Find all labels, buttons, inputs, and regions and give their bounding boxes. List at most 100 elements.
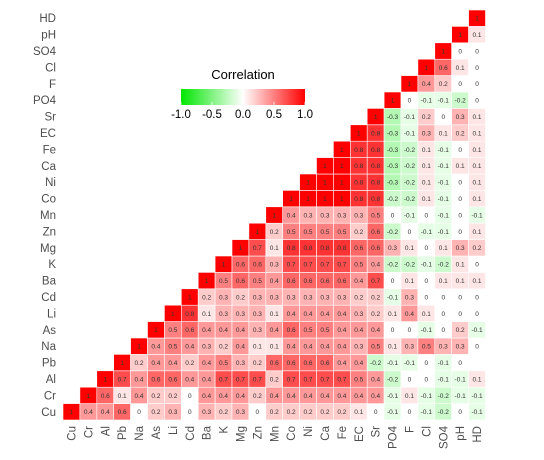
cell-value-label: 0.7 — [253, 245, 262, 252]
cell-value-label: -0.1 — [455, 393, 467, 400]
cell-value-label: -0.1 — [404, 114, 416, 121]
cell-value-label: 0.1 — [405, 278, 414, 285]
legend-tick-label: 0.5 — [266, 109, 282, 121]
cell-value-label: 1 — [425, 65, 429, 72]
cell-value-label: -0.1 — [421, 229, 433, 236]
cell-value-label: 0.1 — [473, 278, 482, 285]
cell-value-label: 0.1 — [422, 163, 431, 170]
cell-value-label: -0.2 — [370, 360, 382, 367]
cell-value-label: 0.4 — [304, 311, 313, 318]
cell-value-label: 0.2 — [135, 360, 144, 367]
cell-value-label: 0.4 — [236, 393, 245, 400]
y-tick-label: F — [49, 79, 56, 91]
y-tick-label: Cd — [41, 292, 56, 304]
cell-value-label: 0.6 — [337, 278, 346, 285]
cell-value-label: 0.3 — [304, 212, 313, 219]
cell-value-label: 1 — [188, 294, 192, 301]
y-tick-label: EC — [40, 128, 56, 140]
cell-value-label: 0.5 — [219, 360, 228, 367]
cell-value-label: -0.2 — [438, 393, 450, 400]
cell-value-label: 0.6 — [354, 245, 363, 252]
cell-value-label: 0.4 — [371, 376, 380, 383]
cell-value-label: 0.6 — [371, 245, 380, 252]
cell-value-label: -0.2 — [387, 229, 399, 236]
cell-value-label: -0.1 — [438, 147, 450, 154]
cell-value-label: 0 — [458, 409, 462, 416]
cell-value-label: 1 — [408, 81, 412, 88]
cell-value-label: 1 — [103, 376, 107, 383]
cell-value-label: 0.1 — [118, 393, 127, 400]
cell-value-label: 0 — [458, 180, 462, 187]
cell-value-label: 0.4 — [354, 393, 363, 400]
cell-value-label: 0.1 — [473, 32, 482, 39]
cell-value-label: 0.4 — [287, 311, 296, 318]
cell-value-label: 0.5 — [371, 344, 380, 351]
cell-value-label: 0.5 — [354, 262, 363, 269]
cell-value-label: 0 — [391, 212, 395, 219]
x-tick-label: As — [151, 426, 163, 440]
cell-value-label: 1 — [239, 245, 243, 252]
cell-value-label: 0.1 — [422, 311, 431, 318]
x-tick-label: Mg — [235, 426, 247, 442]
cell-value-label: -0.1 — [471, 212, 483, 219]
legend: Correlation -1.0 -0.5 0.0 0.5 1.0 — [171, 67, 313, 121]
cell-value-label: 0.2 — [304, 409, 313, 416]
cell-value-label: -0.1 — [421, 327, 433, 334]
cell-value-label: 0 — [475, 48, 479, 55]
cell-value-label: 1 — [256, 229, 260, 236]
cell-value-label: 0 — [458, 311, 462, 318]
x-tick-label: Ca — [320, 425, 332, 440]
cell-value-label: 0 — [475, 262, 479, 269]
cell-value-label: -0.1 — [421, 98, 433, 105]
cell-value-label: -0.1 — [471, 393, 483, 400]
y-tick-label: Cu — [41, 407, 56, 419]
cell-value-label: 0.5 — [320, 327, 329, 334]
cell-value-label: 0.1 — [270, 245, 279, 252]
cell-value-label: -0.2 — [404, 163, 416, 170]
x-tick-label: Pb — [117, 426, 129, 440]
cell-value-label: 0.4 — [219, 327, 228, 334]
cell-value-label: 0.2 — [236, 294, 245, 301]
cell-value-label: 0.3 — [439, 344, 448, 351]
cell-value-label: 0.2 — [371, 311, 380, 318]
cell-value-label: 0.4 — [337, 393, 346, 400]
cell-value-label: 0 — [441, 294, 445, 301]
cell-value-label: -0.2 — [387, 196, 399, 203]
cell-value-label: -0.1 — [387, 360, 399, 367]
cell-value-label: 0.4 — [287, 212, 296, 219]
cell-value-label: 0.3 — [270, 294, 279, 301]
cell-value-label: 0.1 — [422, 196, 431, 203]
cell-value-label: 0.3 — [456, 245, 465, 252]
cell-value-label: -0.3 — [387, 114, 399, 121]
cell-value-label: 0.8 — [354, 196, 363, 203]
cell-value-label: -0.1 — [387, 409, 399, 416]
cell-value-label: 0.1 — [202, 311, 211, 318]
y-tick-label: Ba — [42, 276, 57, 288]
cell-value-label: 0.3 — [337, 212, 346, 219]
cell-value-label: 0 — [408, 229, 412, 236]
cell-value-label: -0.3 — [387, 130, 399, 137]
cell-value-label: 1 — [323, 180, 327, 187]
cell-value-label: 0 — [458, 212, 462, 219]
cell-value-label: 0.2 — [185, 360, 194, 367]
cell-value-label: -0.3 — [387, 147, 399, 154]
cell-value-label: 1 — [357, 130, 361, 137]
x-tick-label: Cu — [66, 426, 78, 441]
cell-value-label: 0.8 — [354, 163, 363, 170]
cell-value-label: 0 — [188, 409, 192, 416]
y-tick-label: Mg — [40, 243, 56, 255]
cell-value-label: 0.2 — [439, 81, 448, 88]
heatmap-cell — [468, 370, 486, 388]
cell-value-label: 0.3 — [202, 344, 211, 351]
cell-value-label: 0.6 — [236, 262, 245, 269]
y-tick-label: Al — [46, 374, 56, 386]
cell-value-label: 1 — [340, 196, 344, 203]
heatmap-cell — [468, 9, 486, 27]
cell-value-label: 0 — [441, 114, 445, 121]
cell-value-label: 0.3 — [253, 294, 262, 301]
y-tick-label: Fe — [43, 144, 56, 156]
cell-value-label: 0.5 — [320, 229, 329, 236]
cell-value-label: 0.4 — [287, 344, 296, 351]
cell-value-label: 0.4 — [287, 393, 296, 400]
y-tick-label: Ni — [45, 177, 56, 189]
